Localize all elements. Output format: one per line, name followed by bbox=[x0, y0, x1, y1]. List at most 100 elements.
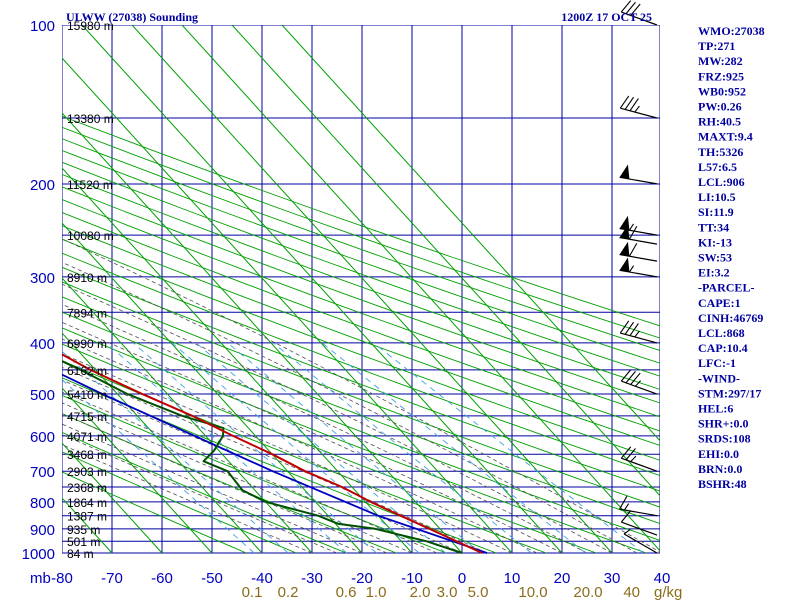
wind-barb-staff bbox=[621, 380, 658, 395]
height-label: 15980 m bbox=[67, 19, 114, 33]
pressure-tick-label: 600 bbox=[30, 429, 55, 446]
stat-line: HEL:6 bbox=[698, 402, 733, 416]
pressure-unit-label: mb bbox=[30, 570, 51, 587]
height-label: 4715 m bbox=[67, 410, 107, 424]
stat-line: MAXT:9.4 bbox=[698, 130, 753, 144]
isotherm-line bbox=[62, 167, 413, 554]
isotherm-line bbox=[281, 25, 660, 442]
dry-adiabat-line bbox=[62, 126, 660, 339]
mixing-ratio-label: 3.0 bbox=[437, 584, 458, 600]
wind-barb-full bbox=[625, 371, 636, 384]
wind-barb bbox=[619, 95, 658, 119]
pressure-tick-label: 800 bbox=[30, 495, 55, 512]
mixing-ratio-label: 1.0 bbox=[366, 584, 387, 600]
stat-line: BSHR:48 bbox=[698, 477, 747, 491]
wind-barb bbox=[619, 241, 658, 262]
dry-adiabat-line bbox=[62, 173, 660, 390]
mixing-ratio-line bbox=[106, 342, 348, 554]
temperature-tick-label: 20 bbox=[554, 570, 571, 587]
wind-barb bbox=[619, 164, 658, 185]
temperature-tick-label: -40 bbox=[251, 570, 273, 587]
pressure-tick-label: 1000 bbox=[22, 546, 55, 563]
temperature-tick-label: 30 bbox=[604, 570, 621, 587]
mixing-ratio-line bbox=[171, 342, 420, 554]
stat-line: CAPE:1 bbox=[698, 296, 741, 310]
wind-barb-full bbox=[620, 446, 632, 459]
temperature-tick-label: -80 bbox=[51, 570, 73, 587]
wind-barb bbox=[619, 257, 658, 278]
height-label: 6990 m bbox=[67, 337, 107, 351]
dry-adiabat-line bbox=[62, 296, 660, 525]
wind-barb-pennant bbox=[619, 215, 630, 231]
wind-barb-staff bbox=[621, 11, 658, 26]
wind-barb-pennant bbox=[619, 257, 630, 273]
temperature-tick-label: -70 bbox=[101, 570, 123, 587]
wind-barb-full bbox=[619, 320, 630, 334]
stat-line: SRDS:108 bbox=[698, 432, 751, 446]
moist-adiabat-line bbox=[62, 238, 660, 553]
chart-title: ULWW (27038) Sounding bbox=[66, 10, 198, 24]
temperature-tick-label: 10 bbox=[504, 570, 521, 587]
mixing-ratio-line bbox=[62, 350, 289, 554]
mixing-ratio-label: 0.6 bbox=[336, 584, 357, 600]
wind-barb-staff bbox=[621, 521, 658, 536]
mixing-ratio-label: 20.0 bbox=[573, 584, 602, 600]
moist-adiabat-line bbox=[62, 433, 338, 554]
wind-barb bbox=[620, 510, 658, 536]
height-label: 5410 m bbox=[67, 388, 107, 402]
wind-barb-half bbox=[628, 265, 635, 273]
isotherm-line bbox=[62, 277, 313, 554]
dry-adiabat-line bbox=[62, 225, 660, 446]
stat-line: EI:3.2 bbox=[698, 266, 730, 280]
height-label: 7894 m bbox=[67, 306, 107, 320]
isotherm-line bbox=[81, 25, 563, 554]
wind-barb bbox=[619, 320, 658, 344]
isotherm-line bbox=[62, 222, 363, 554]
height-label: 6162 m bbox=[67, 364, 107, 378]
wind-barb-staff bbox=[621, 457, 658, 472]
wind-barb bbox=[619, 495, 658, 517]
dry-adiabat-line bbox=[62, 138, 660, 351]
stat-line: SW:53 bbox=[698, 251, 732, 265]
mixing-ratio-label: 0.1 bbox=[242, 584, 263, 600]
wind-barb-half bbox=[624, 503, 630, 511]
wind-barb-full bbox=[625, 1, 636, 15]
wind-barb-staff bbox=[619, 253, 658, 262]
stat-line: PW:0.26 bbox=[698, 100, 742, 114]
sounding-profiles bbox=[62, 353, 488, 554]
moist-adiabat-line bbox=[62, 444, 313, 554]
wind-barb-full bbox=[625, 448, 636, 461]
mixing-ratio-label: 5.0 bbox=[468, 584, 489, 600]
stat-line: LCL:868 bbox=[698, 326, 745, 340]
stat-line: LCL:906 bbox=[698, 175, 745, 189]
wind-barb-staff bbox=[619, 236, 658, 245]
mixing-ratio-line bbox=[62, 379, 255, 554]
mixing-ratio-line bbox=[273, 342, 532, 554]
moist-adiabat-line bbox=[62, 321, 563, 554]
mixing-ratio-line bbox=[373, 342, 644, 554]
height-label: 84 m bbox=[67, 547, 94, 561]
dry-adiabat-line bbox=[62, 186, 660, 404]
mixing-ratio-line bbox=[227, 342, 481, 554]
wind-barb bbox=[619, 215, 658, 236]
moist-adiabat-line bbox=[62, 261, 638, 554]
wind-barb-staff bbox=[619, 227, 658, 236]
mixing-ratio-line bbox=[133, 342, 377, 554]
stat-line: WB0:952 bbox=[698, 84, 746, 98]
temperature-tick-label: -30 bbox=[301, 570, 323, 587]
height-label: 935 m bbox=[67, 523, 100, 537]
stat-line: EHI:0.0 bbox=[698, 447, 739, 461]
stat-line: -WIND- bbox=[698, 371, 740, 385]
wind-barb bbox=[620, 0, 658, 26]
height-label: 1864 m bbox=[67, 496, 107, 510]
height-label: 2368 m bbox=[67, 481, 107, 495]
isotherm-line bbox=[131, 25, 613, 554]
wind-barb-staff bbox=[620, 332, 658, 344]
temperature-tick-label: -20 bbox=[351, 570, 373, 587]
dry-adiabat-line bbox=[62, 115, 660, 327]
wind-barb-half bbox=[623, 528, 631, 535]
height-label: 8910 m bbox=[67, 271, 107, 285]
pressure-tick-label: 900 bbox=[30, 522, 55, 539]
